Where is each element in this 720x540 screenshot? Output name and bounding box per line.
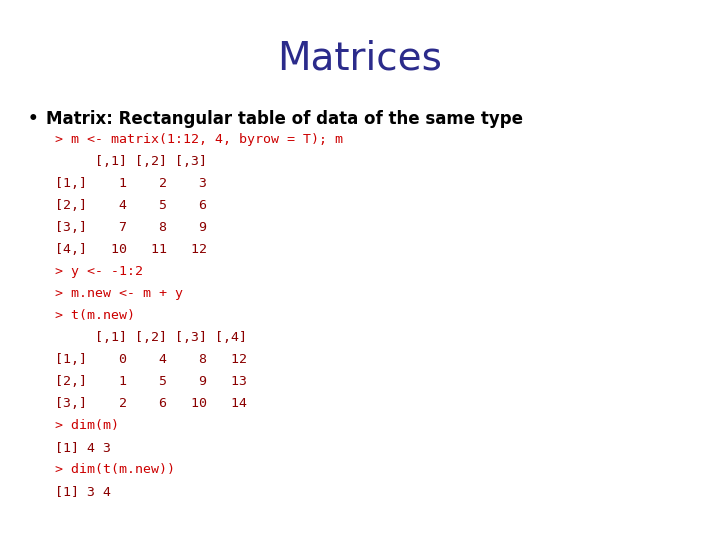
Text: Matrices: Matrices (278, 40, 442, 78)
Text: •: • (28, 110, 39, 128)
Text: > dim(t(m.new)): > dim(t(m.new)) (55, 463, 175, 476)
Text: > dim(m): > dim(m) (55, 419, 119, 432)
Text: [2,]    1    5    9   13: [2,] 1 5 9 13 (55, 375, 247, 388)
Text: [,1] [,2] [,3] [,4]: [,1] [,2] [,3] [,4] (55, 331, 247, 344)
Text: > m <- matrix(1:12, 4, byrow = T); m: > m <- matrix(1:12, 4, byrow = T); m (55, 133, 343, 146)
Text: > y <- -1:2: > y <- -1:2 (55, 265, 143, 278)
Text: [1,]    1    2    3: [1,] 1 2 3 (55, 177, 207, 190)
Text: > m.new <- m + y: > m.new <- m + y (55, 287, 183, 300)
Text: Matrix: Rectangular table of data of the same type: Matrix: Rectangular table of data of the… (46, 110, 523, 128)
Text: [3,]    2    6   10   14: [3,] 2 6 10 14 (55, 397, 247, 410)
Text: [1,]    0    4    8   12: [1,] 0 4 8 12 (55, 353, 247, 366)
Text: [4,]   10   11   12: [4,] 10 11 12 (55, 243, 207, 256)
Text: [,1] [,2] [,3]: [,1] [,2] [,3] (55, 155, 207, 168)
Text: [1] 3 4: [1] 3 4 (55, 485, 111, 498)
Text: [3,]    7    8    9: [3,] 7 8 9 (55, 221, 207, 234)
Text: > t(m.new): > t(m.new) (55, 309, 135, 322)
Text: [2,]    4    5    6: [2,] 4 5 6 (55, 199, 207, 212)
Text: [1] 4 3: [1] 4 3 (55, 441, 111, 454)
